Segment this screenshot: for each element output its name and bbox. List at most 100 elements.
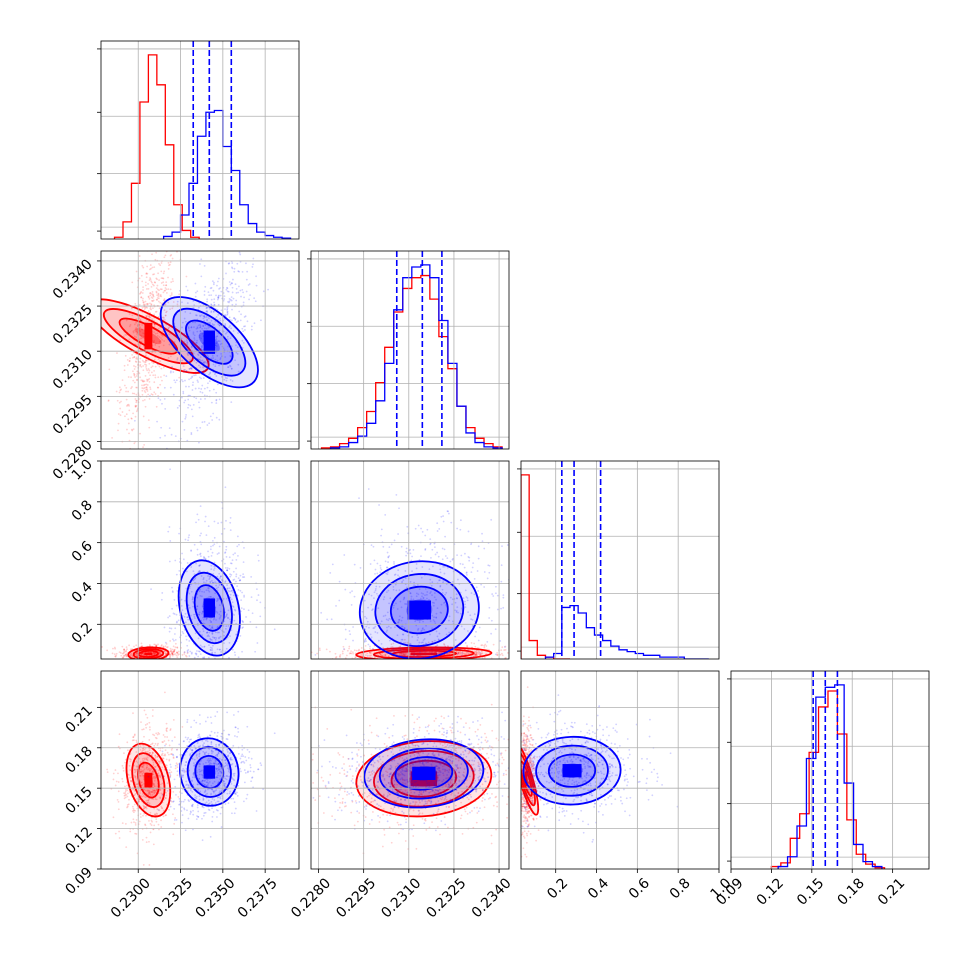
scatter-point bbox=[139, 326, 142, 329]
scatter-point bbox=[221, 342, 223, 345]
scatter-point bbox=[215, 416, 218, 419]
scatter-point bbox=[131, 429, 134, 432]
scatter-point bbox=[157, 327, 160, 330]
density-peak bbox=[144, 322, 153, 350]
scatter-point bbox=[156, 245, 158, 247]
scatter-point bbox=[203, 645, 206, 648]
scatter-point bbox=[396, 634, 399, 637]
scatter-point bbox=[417, 636, 420, 639]
scatter-point bbox=[365, 654, 367, 657]
scatter-point bbox=[141, 306, 144, 309]
scatter-point bbox=[450, 521, 453, 524]
scatter-point bbox=[392, 606, 395, 609]
scatter-point bbox=[229, 354, 232, 357]
scatter-point bbox=[517, 537, 519, 539]
scatter-point bbox=[445, 591, 448, 594]
scatter-point bbox=[506, 544, 509, 546]
scatter-point bbox=[229, 325, 231, 327]
scatter-point bbox=[230, 629, 233, 632]
scatter-point bbox=[451, 603, 454, 606]
scatter-point bbox=[171, 653, 174, 656]
scatter-point bbox=[148, 749, 151, 752]
scatter-point bbox=[181, 630, 184, 633]
scatter-point bbox=[237, 291, 240, 294]
scatter-point bbox=[228, 567, 231, 570]
scatter-point bbox=[135, 375, 138, 377]
scatter-point bbox=[144, 361, 147, 363]
scatter-point bbox=[230, 562, 233, 565]
scatter-point bbox=[130, 307, 133, 310]
scatter-point bbox=[419, 651, 421, 654]
scatter-point bbox=[158, 653, 161, 656]
scatter-point bbox=[199, 314, 201, 317]
scatter-point bbox=[131, 386, 133, 388]
scatter-point bbox=[417, 629, 419, 631]
scatter-point bbox=[353, 649, 356, 652]
scatter-point bbox=[112, 778, 115, 781]
scatter-point bbox=[143, 361, 146, 364]
scatter-point bbox=[157, 295, 160, 297]
scatter-point bbox=[200, 595, 203, 598]
scatter-point bbox=[138, 770, 141, 773]
scatter-point bbox=[257, 554, 259, 557]
scatter-point bbox=[231, 589, 234, 592]
scatter-point bbox=[199, 356, 202, 359]
scatter-point bbox=[422, 627, 424, 630]
scatter-point bbox=[161, 338, 163, 341]
scatter-point bbox=[189, 312, 192, 315]
scatter-point bbox=[184, 654, 187, 657]
scatter-point bbox=[152, 293, 155, 296]
scatter-point bbox=[190, 432, 193, 434]
scatter-point bbox=[153, 652, 155, 655]
scatter-point bbox=[227, 301, 229, 303]
scatter-point bbox=[158, 262, 160, 265]
scatter-point bbox=[142, 384, 145, 387]
scatter-point bbox=[208, 380, 211, 383]
scatter-point bbox=[186, 343, 189, 346]
scatter-point bbox=[169, 540, 172, 542]
scatter-point bbox=[361, 654, 364, 657]
scatter-point bbox=[164, 691, 166, 694]
scatter-point bbox=[151, 297, 154, 300]
scatter-point bbox=[202, 692, 204, 694]
scatter-point bbox=[170, 800, 173, 803]
scatter-point bbox=[494, 585, 497, 588]
scatter-point bbox=[208, 373, 210, 376]
scatter-point bbox=[229, 298, 232, 301]
scatter-point bbox=[194, 387, 197, 390]
scatter-point bbox=[255, 626, 258, 629]
scatter-point bbox=[419, 673, 421, 675]
scatter-point bbox=[185, 385, 187, 388]
scatter-point bbox=[382, 654, 385, 656]
scatter-point bbox=[143, 795, 146, 798]
scatter-point bbox=[192, 340, 195, 343]
scatter-point bbox=[146, 660, 148, 662]
scatter-point bbox=[156, 759, 159, 762]
scatter-point bbox=[224, 324, 227, 327]
scatter-point bbox=[438, 652, 441, 655]
scatter-point bbox=[191, 225, 193, 227]
scatter-point bbox=[422, 592, 425, 595]
scatter-point bbox=[165, 281, 168, 284]
scatter-point bbox=[439, 585, 442, 588]
scatter-point bbox=[387, 571, 389, 573]
scatter-point bbox=[183, 343, 186, 346]
scatter-point bbox=[216, 661, 218, 663]
scatter-point bbox=[131, 281, 134, 284]
scatter-point bbox=[206, 617, 208, 620]
scatter-point bbox=[215, 402, 218, 404]
scatter-point bbox=[134, 663, 136, 665]
scatter-point bbox=[464, 600, 466, 603]
scatter-point bbox=[394, 573, 397, 576]
scatter-point bbox=[133, 356, 136, 358]
scatter-point bbox=[191, 415, 194, 418]
scatter-point bbox=[441, 588, 444, 591]
scatter-point bbox=[216, 612, 219, 614]
scatter-point bbox=[142, 659, 144, 661]
scatter-point bbox=[464, 552, 466, 555]
scatter-point bbox=[361, 652, 364, 655]
scatter-point bbox=[142, 297, 144, 300]
scatter-point bbox=[138, 317, 141, 319]
scatter-point bbox=[460, 660, 462, 662]
scatter-point bbox=[210, 304, 213, 306]
